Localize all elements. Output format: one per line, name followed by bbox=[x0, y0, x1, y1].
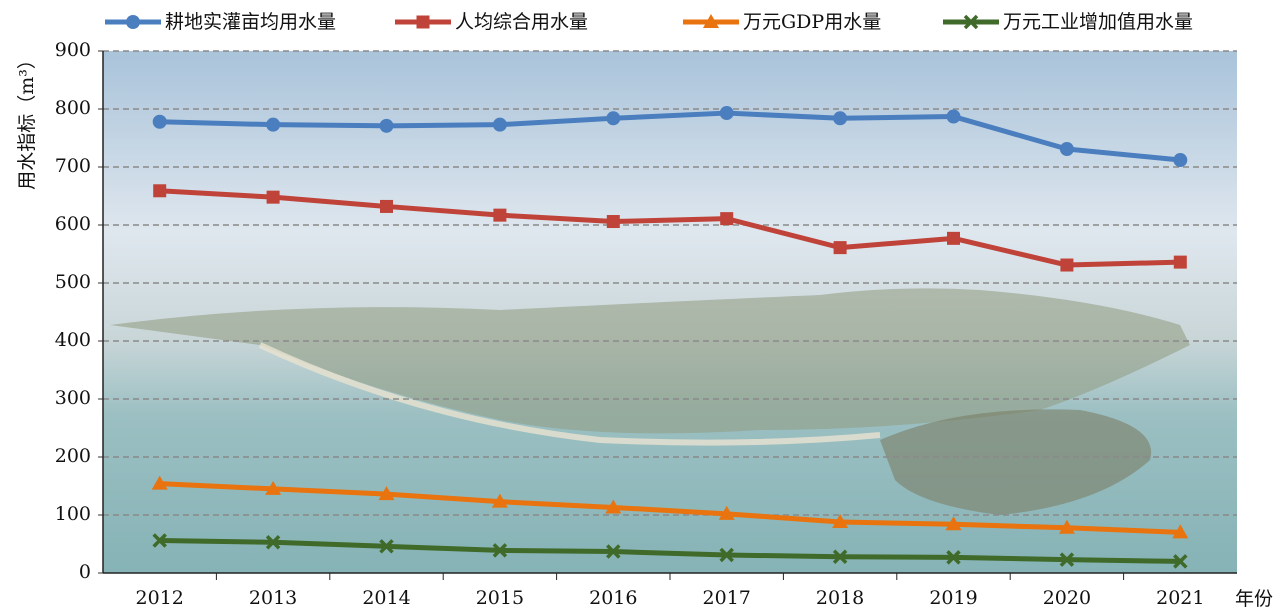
x-tick-label: 2020 bbox=[1043, 587, 1091, 609]
data-point bbox=[380, 199, 393, 213]
series-line bbox=[159, 538, 1181, 564]
x-tick-label: 2021 bbox=[1156, 587, 1204, 609]
x-tick-label: 2018 bbox=[816, 587, 864, 609]
data-point bbox=[832, 513, 849, 528]
data-point bbox=[151, 475, 168, 490]
y-tick-label: 800 bbox=[55, 97, 91, 119]
data-point bbox=[492, 117, 507, 132]
x-tick-label: 2016 bbox=[589, 587, 637, 609]
data-point bbox=[947, 231, 960, 245]
data-point bbox=[493, 208, 507, 222]
data-point bbox=[266, 190, 280, 204]
data-point bbox=[1058, 519, 1075, 534]
legend-label: 万元GDP用水量 bbox=[743, 11, 881, 33]
data-point bbox=[946, 109, 961, 124]
y-tick-label: 900 bbox=[55, 39, 91, 61]
legend-marker bbox=[703, 14, 719, 28]
legend-marker bbox=[416, 15, 430, 29]
y-tick-label: 200 bbox=[55, 445, 91, 467]
x-tick-label: 2015 bbox=[476, 587, 524, 609]
y-tick-label: 400 bbox=[55, 329, 91, 351]
data-point bbox=[152, 114, 167, 129]
x-tick-label: 2019 bbox=[929, 587, 977, 609]
legend-label: 万元工业增加值用水量 bbox=[1003, 11, 1193, 33]
data-point bbox=[265, 480, 282, 495]
legend-label: 人均综合用水量 bbox=[455, 11, 588, 33]
y-tick-label: 300 bbox=[55, 387, 91, 409]
data-point bbox=[832, 549, 848, 564]
data-point bbox=[945, 516, 962, 531]
x-tick-label: 2012 bbox=[136, 587, 184, 609]
data-point bbox=[1172, 524, 1189, 539]
x-tick-label: 2014 bbox=[362, 587, 410, 609]
data-point bbox=[265, 535, 281, 550]
data-point bbox=[1173, 153, 1188, 168]
background-photo bbox=[103, 51, 1237, 573]
data-point bbox=[606, 544, 621, 559]
legend-label: 耕地实灌亩均用水量 bbox=[165, 11, 336, 33]
legend-marker bbox=[963, 14, 979, 30]
y-axis-title: 用水指标（m³） bbox=[16, 50, 38, 190]
y-tick-label: 700 bbox=[55, 155, 91, 177]
x-tick-label: 2013 bbox=[249, 587, 297, 609]
data-point bbox=[1173, 255, 1187, 269]
data-point bbox=[833, 111, 848, 126]
data-point bbox=[606, 215, 620, 229]
data-point bbox=[378, 486, 395, 501]
data-point bbox=[719, 106, 734, 121]
data-point bbox=[946, 550, 961, 565]
x-tick-label: 2017 bbox=[703, 587, 751, 609]
data-point bbox=[152, 533, 167, 548]
data-point bbox=[1060, 258, 1074, 272]
data-point bbox=[1059, 142, 1074, 157]
y-tick-label: 500 bbox=[55, 271, 91, 293]
data-point bbox=[379, 118, 394, 133]
series-line bbox=[159, 481, 1181, 535]
data-point bbox=[491, 493, 508, 508]
series-line bbox=[159, 188, 1181, 268]
y-tick-label: 100 bbox=[55, 503, 91, 525]
y-tick-label: 0 bbox=[79, 561, 91, 583]
data-point bbox=[718, 505, 735, 520]
data-point bbox=[720, 212, 734, 226]
data-point bbox=[266, 117, 281, 132]
data-point bbox=[1059, 552, 1075, 567]
data-point bbox=[719, 547, 734, 563]
data-point bbox=[379, 539, 394, 554]
data-point bbox=[833, 241, 847, 255]
legend-marker bbox=[126, 15, 140, 29]
series-line bbox=[159, 110, 1181, 163]
data-point bbox=[492, 543, 508, 558]
data-point bbox=[605, 499, 622, 514]
y-tick-label: 600 bbox=[55, 213, 91, 235]
data-point bbox=[1173, 554, 1188, 569]
x-axis-title: 年份 bbox=[1235, 588, 1273, 610]
data-point bbox=[606, 111, 621, 126]
data-point bbox=[153, 184, 167, 198]
